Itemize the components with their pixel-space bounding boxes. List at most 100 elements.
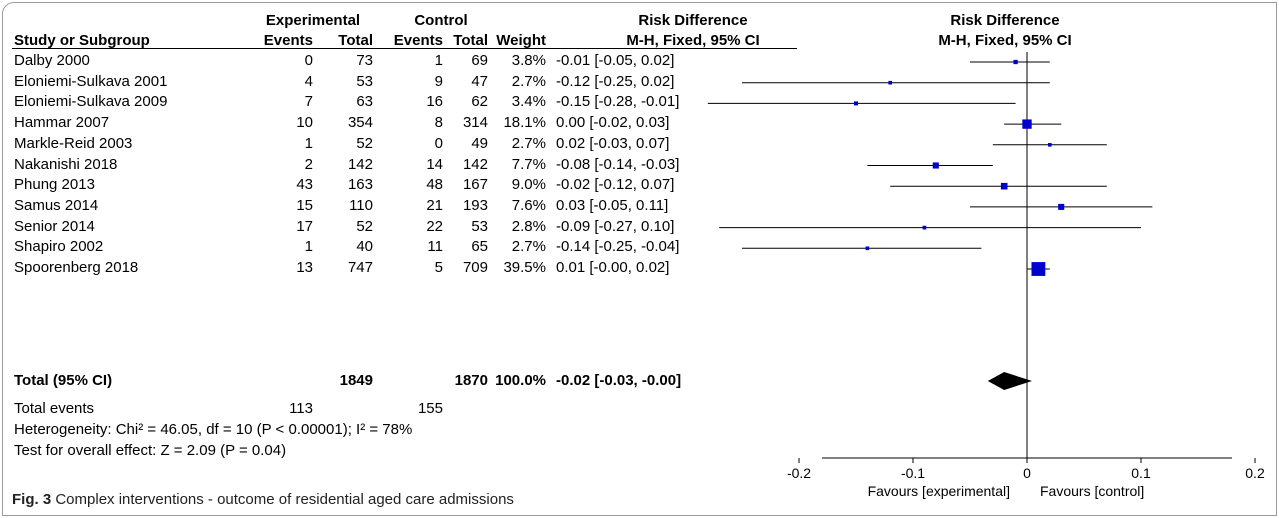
- exp-total: 354: [347, 114, 373, 132]
- weight: 7.7%: [511, 155, 546, 173]
- study-name: Eloniemi-Sulkava 2009: [14, 93, 168, 111]
- exp-events: 15: [296, 196, 313, 214]
- exp-total: 110: [349, 196, 373, 214]
- exp-events: 43: [296, 176, 313, 194]
- exp-events: 2: [304, 155, 313, 173]
- study-effect-marker: [1022, 119, 1032, 129]
- study-name: Eloniemi-Sulkava 2001: [14, 72, 168, 90]
- risk-difference-ci: 0.02 [-0.03, 0.07]: [556, 134, 670, 152]
- header-divider: [12, 48, 797, 49]
- study-effect-marker: [1013, 59, 1018, 65]
- exp-total: 747: [347, 259, 373, 276]
- summary-diamond: [987, 372, 1032, 390]
- study-effect-marker: [932, 162, 939, 169]
- study-name: Senior 2014: [14, 217, 95, 235]
- exp-total: 52: [356, 134, 373, 152]
- risk-difference-ci: 0.03 [-0.05, 0.11]: [556, 196, 669, 214]
- exp-events: 4: [304, 72, 313, 90]
- total-ctrl-total: 1870: [454, 372, 488, 389]
- ctrl-total: 49: [471, 134, 488, 152]
- total-ci: -0.02 [-0.03, -0.00]: [556, 372, 682, 389]
- weight: 2.7%: [511, 134, 546, 152]
- ctrl-total: 47: [471, 72, 488, 90]
- total-events-ctrl: 155: [417, 400, 443, 417]
- weight: 39.5%: [503, 259, 546, 276]
- x-axis-tick-label: 0.1: [1131, 465, 1151, 481]
- favours-control-label: Favours [control]: [1040, 483, 1144, 499]
- ctrl-total: 62: [471, 93, 488, 111]
- risk-difference-ci: -0.15 [-0.28, -0.01]: [556, 93, 680, 111]
- weight: 2.7%: [511, 72, 546, 90]
- ctrl-events: 16: [426, 93, 443, 111]
- ctrl-total: 69: [471, 52, 488, 69]
- figure-caption-text: Complex interventions - outcome of resid…: [55, 491, 514, 508]
- ctrl-events: 11: [427, 238, 443, 256]
- exp-total: 52: [356, 217, 373, 235]
- weight: 18.1%: [503, 114, 546, 132]
- study-effect-marker: [853, 101, 859, 106]
- header-plot-title: Risk Difference: [950, 12, 1060, 29]
- exp-total: 163: [347, 176, 373, 194]
- header-exp-total: Total: [338, 32, 373, 49]
- x-axis-tick-label: 0: [1023, 465, 1031, 481]
- total-exp-total: 1849: [339, 372, 373, 389]
- weight: 3.8%: [511, 52, 546, 69]
- weight: 9.0%: [511, 176, 546, 194]
- study-effect-marker: [1058, 203, 1065, 210]
- exp-total: 142: [347, 155, 373, 173]
- header-ctrl-events: Events: [393, 32, 443, 49]
- header-weight: Weight: [496, 32, 546, 49]
- weight: 2.7%: [511, 238, 546, 256]
- header-control: Control: [414, 12, 468, 29]
- risk-difference-ci: -0.08 [-0.14, -0.03]: [556, 155, 680, 173]
- exp-total: 40: [356, 238, 373, 256]
- exp-events: 1: [304, 238, 313, 256]
- header-risk-difference: Risk Difference: [638, 12, 748, 29]
- risk-difference-ci: -0.02 [-0.12, 0.07]: [556, 176, 675, 194]
- study-effect-marker: [1000, 182, 1008, 190]
- ctrl-events: 5: [434, 259, 443, 276]
- exp-events: 7: [304, 93, 313, 111]
- total-events-exp: 113: [289, 400, 313, 417]
- heterogeneity-text: Heterogeneity: Chi² = 46.05, df = 10 (P …: [14, 421, 413, 438]
- risk-difference-ci: 0.01 [-0.00, 0.02]: [556, 259, 670, 276]
- header-rd-method: M-H, Fixed, 95% CI: [626, 32, 760, 49]
- study-effect-marker: [922, 225, 927, 230]
- ctrl-total: 709: [462, 259, 488, 276]
- risk-difference-ci: -0.14 [-0.25, -0.04]: [556, 238, 680, 256]
- study-name: Samus 2014: [14, 196, 99, 214]
- study-effect-marker: [1031, 262, 1046, 276]
- risk-difference-ci: -0.09 [-0.27, 0.10]: [556, 217, 675, 235]
- ctrl-events: 1: [434, 52, 443, 69]
- exp-events: 10: [296, 114, 313, 132]
- overall-effect-text: Test for overall effect: Z = 2.09 (P = 0…: [14, 442, 287, 459]
- exp-events: 1: [304, 134, 313, 152]
- header-ctrl-total: Total: [453, 32, 488, 49]
- weight: 7.6%: [511, 196, 546, 214]
- ctrl-total: 65: [471, 238, 488, 256]
- header-plot-method: M-H, Fixed, 95% CI: [938, 32, 1072, 49]
- weight: 2.8%: [511, 217, 546, 235]
- ctrl-events: 14: [426, 155, 443, 173]
- x-axis-tick-label: 0.2: [1245, 465, 1265, 481]
- ctrl-events: 0: [434, 134, 443, 152]
- ctrl-total: 142: [462, 155, 488, 173]
- total-events-label: Total events: [14, 400, 95, 417]
- figure-label: Fig. 3: [12, 491, 52, 508]
- exp-events: 0: [304, 52, 313, 69]
- x-axis-tick-label: -0.2: [787, 465, 811, 481]
- study-name: Shapiro 2002: [14, 238, 104, 256]
- header-study: Study or Subgroup: [14, 32, 150, 49]
- study-effect-marker: [1047, 142, 1052, 147]
- risk-difference-ci: 0.00 [-0.02, 0.03]: [556, 114, 670, 132]
- ctrl-events: 8: [434, 114, 443, 132]
- exp-events: 17: [296, 217, 313, 235]
- study-effect-marker: [888, 80, 893, 85]
- exp-total: 73: [356, 52, 373, 69]
- risk-difference-ci: -0.12 [-0.25, 0.02]: [556, 72, 675, 90]
- ctrl-total: 193: [462, 196, 488, 214]
- study-effect-marker: [865, 246, 870, 251]
- study-name: Nakanishi 2018: [14, 155, 118, 173]
